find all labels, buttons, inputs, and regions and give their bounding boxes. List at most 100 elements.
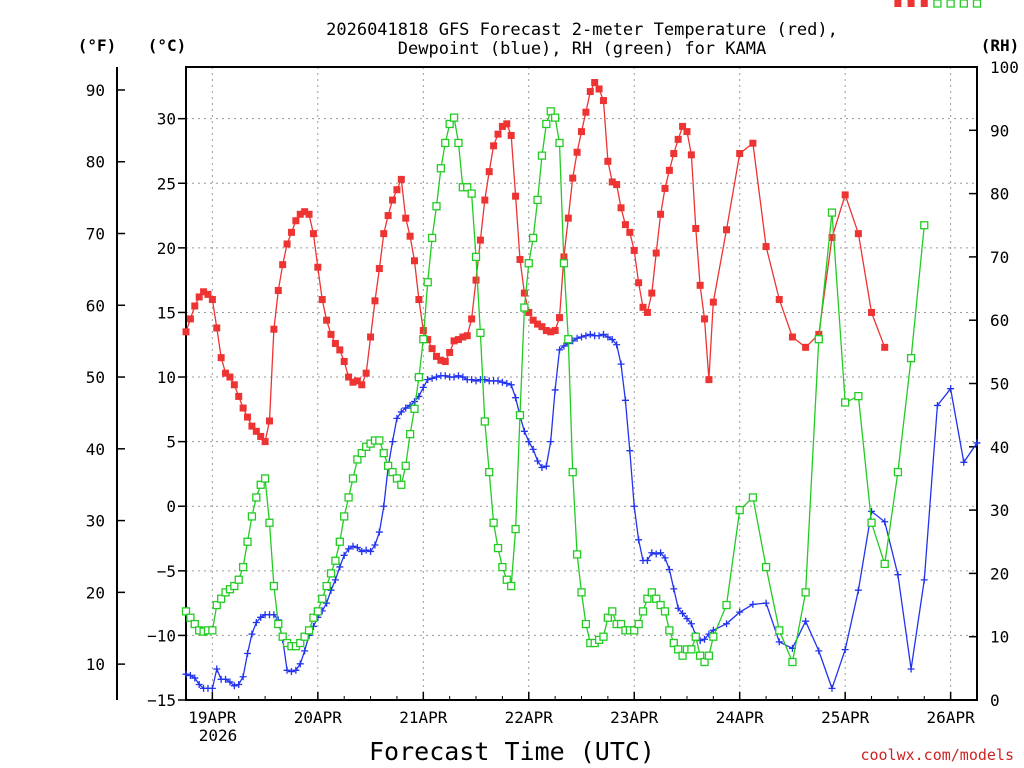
temperature-point xyxy=(362,369,370,377)
rh-tick-label: 70 xyxy=(990,248,1009,267)
celsius-tick-label: 15 xyxy=(157,303,176,322)
temperature-point xyxy=(217,354,225,362)
temperature-point xyxy=(534,320,542,328)
rh-point xyxy=(476,328,485,338)
rh-point xyxy=(581,619,591,629)
rh-point xyxy=(608,607,617,616)
x-tick-label: 24APR xyxy=(716,708,765,727)
celsius-tick-label: 30 xyxy=(157,110,176,129)
rh-tick-label: 80 xyxy=(990,185,1009,204)
temperature-point xyxy=(375,265,383,273)
dewpoint-point xyxy=(191,674,199,682)
temperature-point xyxy=(723,226,731,234)
temperature-point xyxy=(239,404,247,412)
rh-point xyxy=(559,259,569,268)
dewpoint-point xyxy=(670,585,678,593)
temperature-point xyxy=(595,85,603,93)
temperature-point xyxy=(345,373,353,381)
rh-point xyxy=(405,429,415,439)
rh-point xyxy=(801,588,810,597)
temperature-point xyxy=(441,358,449,366)
dewpoint-point xyxy=(494,377,502,385)
rh-point xyxy=(256,480,265,489)
dewpoint-point xyxy=(604,333,612,341)
temperature-point xyxy=(643,308,651,316)
rh-point xyxy=(841,398,850,407)
rh-point xyxy=(247,512,257,521)
dewpoint-point xyxy=(775,638,783,646)
temperature-point xyxy=(868,308,876,316)
rh-point xyxy=(827,208,837,217)
dewpoint-point xyxy=(815,647,823,655)
dewpoint-point xyxy=(525,438,533,446)
dewpoint-point xyxy=(538,463,546,471)
fahrenheit-tick-label: 70 xyxy=(86,225,105,244)
temperature-point xyxy=(472,276,480,284)
rh-point xyxy=(480,417,489,426)
rh-point xyxy=(449,113,459,122)
dewpoint-point xyxy=(195,680,203,688)
rh-point xyxy=(647,588,656,597)
temperature-point xyxy=(854,230,862,238)
temperature-point xyxy=(490,142,498,150)
rh-point xyxy=(454,138,463,148)
temperature-point xyxy=(547,328,555,336)
temperature-point xyxy=(635,279,643,287)
dewpoint-point xyxy=(397,408,405,416)
rh-point xyxy=(946,0,955,8)
rh-point xyxy=(748,493,758,502)
temperature-point xyxy=(340,358,348,366)
dewpoint-point xyxy=(674,604,682,612)
rh-point xyxy=(687,645,696,654)
rh-point xyxy=(564,335,573,344)
rh-point xyxy=(867,518,876,527)
temperature-point xyxy=(564,214,572,222)
dewpoint-point xyxy=(947,385,955,393)
temperature-point xyxy=(788,333,796,341)
rh-point xyxy=(603,613,613,622)
dewpoint-point xyxy=(687,620,695,628)
dewpoint-point xyxy=(257,613,265,621)
temperature-point xyxy=(182,328,190,336)
temperature-point xyxy=(279,261,287,269)
temperature-point xyxy=(775,296,783,304)
temperature-point xyxy=(599,97,607,105)
dewpoint-point xyxy=(239,673,247,681)
rh-point xyxy=(383,461,393,470)
dewpoint-point xyxy=(586,330,594,338)
rh-tick-label: 10 xyxy=(990,628,1009,647)
rh-point xyxy=(788,657,797,667)
dewpoint-point xyxy=(208,684,216,692)
temperature-point xyxy=(296,210,304,218)
temperature-point xyxy=(402,214,410,222)
temperature-point xyxy=(556,314,564,322)
rh-point xyxy=(761,562,771,572)
temperature-point xyxy=(200,288,208,296)
temperature-point xyxy=(349,378,357,386)
temperature-point xyxy=(432,352,440,360)
dewpoint-point xyxy=(665,566,673,574)
rh-point xyxy=(507,581,516,591)
temperature-point xyxy=(265,417,273,425)
temperature-point xyxy=(411,257,419,265)
dewpoint-point xyxy=(542,462,550,470)
dewpoint-point xyxy=(556,346,564,354)
temperature-point xyxy=(244,413,252,421)
dewpoint-point xyxy=(973,439,981,447)
dewpoint-point xyxy=(582,332,590,340)
rh-point xyxy=(357,448,366,458)
dewpoint-point xyxy=(222,675,230,683)
rh-point xyxy=(502,575,511,584)
dewpoint-point xyxy=(393,414,401,422)
rh-point xyxy=(656,600,665,610)
temperature-point xyxy=(626,228,634,236)
rh-point xyxy=(700,657,709,667)
temperature-point xyxy=(446,348,454,356)
rh-tick-label: 60 xyxy=(990,311,1009,330)
temperature-point xyxy=(920,0,928,7)
dewpoint-point xyxy=(270,611,278,619)
temperature-point xyxy=(639,303,647,311)
temperature-point xyxy=(415,296,423,304)
rh-point xyxy=(485,467,494,477)
dewpoint-point xyxy=(960,458,968,466)
